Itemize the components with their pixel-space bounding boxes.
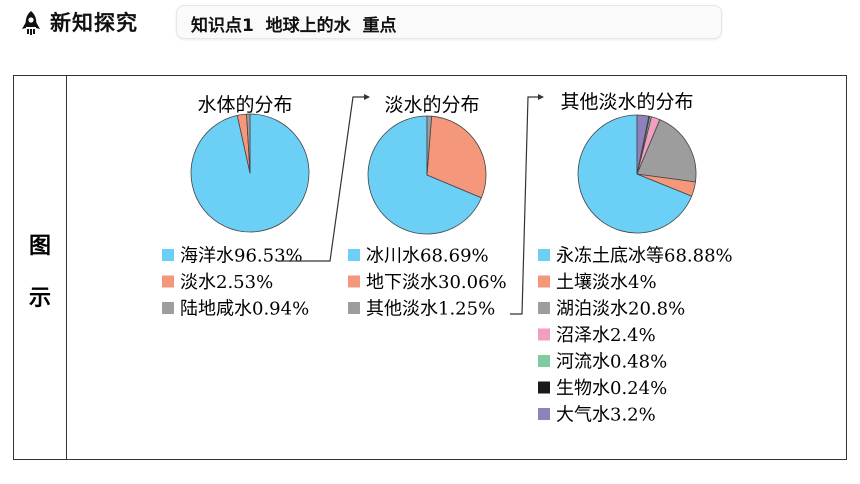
legend-swatch (162, 249, 174, 261)
legend-label: 沼泽水2.4% (556, 325, 656, 346)
chart-title: 其他淡水的分布 (560, 91, 693, 113)
legend-swatch (348, 302, 360, 314)
side-label-char-1: 图 (28, 234, 51, 259)
legend-swatch (538, 328, 550, 341)
subtitle-text: 知识点1 地球上的水 重点 (191, 16, 397, 36)
legend-swatch (348, 249, 360, 261)
legend-label: 大气水3.2% (556, 405, 656, 426)
pie-slice (367, 115, 482, 235)
connector-arrow-2 (510, 96, 542, 315)
section-title: 新知探究 (50, 11, 138, 35)
legend-swatch (538, 355, 550, 367)
legend-label: 河流水0.48% (556, 352, 667, 373)
legend-label: 海洋水96.53% (180, 246, 303, 267)
legend-label: 陆地咸水0.94% (180, 299, 309, 320)
legend-swatch (538, 408, 550, 420)
legend-label: 淡水2.53% (180, 272, 273, 293)
legend-swatch (162, 275, 174, 288)
content-frame: 图 示 (13, 75, 847, 460)
pie-slice (577, 114, 693, 234)
legend-label: 永冻土底冰等68.88% (556, 246, 733, 267)
legend-label: 土壤淡水4% (556, 272, 657, 293)
pie-slice (636, 119, 697, 183)
legend-label: 生物水0.24% (556, 378, 667, 399)
side-label-char-2: 示 (28, 286, 51, 311)
legend-swatch (538, 249, 550, 261)
legend-label: 地下淡水30.06% (366, 272, 507, 293)
legend-swatch (538, 302, 550, 314)
rocket-icon (22, 11, 40, 35)
legend-label: 冰川水68.69% (366, 246, 489, 267)
connector-arrowhead-2 (538, 94, 544, 100)
legend-label: 湖泊淡水20.8% (556, 299, 685, 320)
legend-swatch (348, 275, 360, 288)
pie-slice (426, 115, 487, 199)
legend-label: 其他淡水1.25% (366, 299, 495, 320)
legend-swatch (162, 302, 174, 314)
connector-arrow-1 (278, 96, 369, 262)
chart-title: 水体的分布 (197, 94, 292, 116)
legend-swatch (538, 275, 550, 288)
connector-lines (278, 94, 544, 315)
pie-slice (246, 113, 251, 174)
legend-swatch (538, 381, 550, 394)
connector-arrowhead-1 (364, 94, 370, 100)
pie-slice (426, 115, 433, 176)
side-label: 图 示 (14, 76, 67, 459)
chart-title: 淡水的分布 (384, 94, 479, 116)
subtitle-pill: 知识点1 地球上的水 重点 (176, 5, 722, 39)
header: 新知探究 知识点1 地球上的水 重点 (0, 0, 860, 44)
pie-slice (636, 114, 650, 175)
